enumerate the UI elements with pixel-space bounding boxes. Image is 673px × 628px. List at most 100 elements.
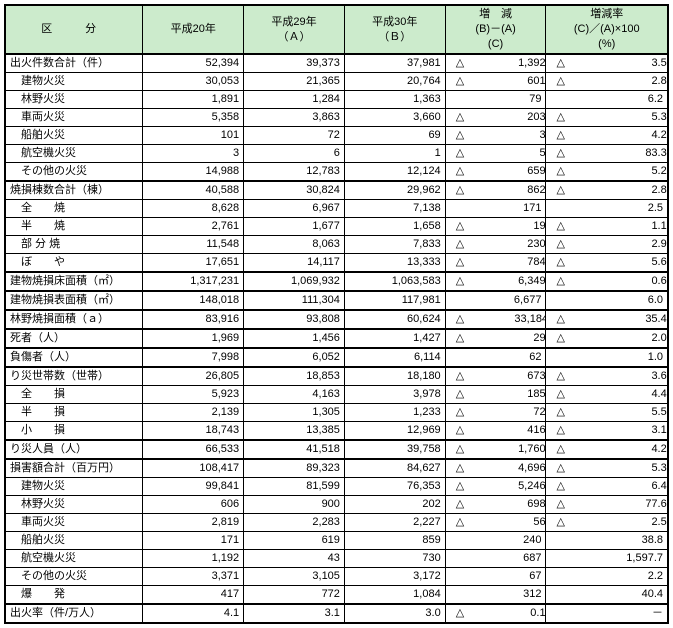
- cell-y2: 619: [244, 532, 345, 550]
- cell-y1: 2,819: [143, 514, 244, 532]
- cell-y1: 1,317,231: [143, 272, 244, 291]
- cell-y3: 12,969: [344, 422, 445, 441]
- cell-y3: 1,658: [344, 218, 445, 236]
- cell-rate: △77.6: [546, 496, 668, 514]
- table-row: 林野火災1,8911,2841,363796.2: [5, 91, 668, 109]
- cell-rate: 1,597.7: [546, 550, 668, 568]
- table-body: 出火件数合計（件）52,39439,37337,981△1,392△3.5 建物…: [5, 54, 668, 623]
- table-row: 建物火災99,84181,59976,353△5,246△6.4: [5, 478, 668, 496]
- cell-category: 半 損: [5, 404, 143, 422]
- cell-category: 部 分 焼: [5, 236, 143, 254]
- table-row: 林野焼損面積（ａ）83,91693,80860,624△33,184△35.4: [5, 310, 668, 329]
- table-row: 建物焼損床面積（㎡）1,317,2311,069,9321,063,583△6,…: [5, 272, 668, 291]
- cell-diff: △698: [445, 496, 546, 514]
- cell-y1: 8,628: [143, 200, 244, 218]
- cell-y2: 93,808: [244, 310, 345, 329]
- cell-y3: 3.0: [344, 604, 445, 623]
- cell-y2: 1,069,932: [244, 272, 345, 291]
- cell-y2: 3.1: [244, 604, 345, 623]
- cell-y1: 606: [143, 496, 244, 514]
- cell-diff: 62: [445, 348, 546, 367]
- cell-y1: 3: [143, 145, 244, 163]
- cell-y3: 1,084: [344, 586, 445, 605]
- cell-y2: 43: [244, 550, 345, 568]
- cell-y1: 7,998: [143, 348, 244, 367]
- cell-y2: 89,323: [244, 459, 345, 478]
- cell-rate: △1.1: [546, 218, 668, 236]
- table-row: 損害額合計（百万円）108,41789,32384,627△4,696△5.3: [5, 459, 668, 478]
- table-row: その他の火災14,98812,78312,124△659△5.2: [5, 163, 668, 182]
- table-row: 出火率（件/万人）4.13.13.0△0.1－: [5, 604, 668, 623]
- cell-diff: △185: [445, 386, 546, 404]
- cell-y2: 6,967: [244, 200, 345, 218]
- cell-rate: △4.2: [546, 440, 668, 459]
- header-year2: 平成29年（Ａ）: [244, 5, 345, 54]
- cell-category: 車両火災: [5, 109, 143, 127]
- cell-rate: 1.0: [546, 348, 668, 367]
- table-row: 部 分 焼11,5488,0637,833△230△2.9: [5, 236, 668, 254]
- cell-category: 船舶火災: [5, 532, 143, 550]
- table-row: 林野火災606900202△698△77.6: [5, 496, 668, 514]
- table-row: 爆 発4177721,08431240.4: [5, 586, 668, 605]
- table-row: り災世帯数（世帯）26,80518,85318,180△673△3.6: [5, 367, 668, 386]
- cell-category: 全 焼: [5, 200, 143, 218]
- cell-rate: △4.2: [546, 127, 668, 145]
- cell-y1: 17,651: [143, 254, 244, 273]
- table-row: 航空機火災361△5△83.3: [5, 145, 668, 163]
- table-row: 死者（人）1,9691,4561,427△29△2.0: [5, 329, 668, 348]
- cell-y3: 1,233: [344, 404, 445, 422]
- header-diff: 増 減(B)－(A)(C): [445, 5, 546, 54]
- cell-diff: △5: [445, 145, 546, 163]
- cell-y3: 29,962: [344, 181, 445, 200]
- cell-y3: 3,172: [344, 568, 445, 586]
- table-row: 出火件数合計（件）52,39439,37337,981△1,392△3.5: [5, 54, 668, 73]
- table-row: 小 損18,74313,38512,969△416△3.1: [5, 422, 668, 441]
- cell-y1: 5,358: [143, 109, 244, 127]
- cell-rate: △5.3: [546, 459, 668, 478]
- cell-rate: △5.2: [546, 163, 668, 182]
- cell-rate: 2.5: [546, 200, 668, 218]
- table-row: 半 損2,1391,3051,233△72△5.5: [5, 404, 668, 422]
- cell-diff: 6,677: [445, 291, 546, 310]
- cell-y1: 2,139: [143, 404, 244, 422]
- cell-y1: 4.1: [143, 604, 244, 623]
- cell-diff: △601: [445, 73, 546, 91]
- table-row: その他の火災3,3713,1053,172672.2: [5, 568, 668, 586]
- cell-y1: 1,891: [143, 91, 244, 109]
- cell-y2: 6: [244, 145, 345, 163]
- cell-diff: 687: [445, 550, 546, 568]
- cell-category: 出火率（件/万人）: [5, 604, 143, 623]
- cell-category: 航空機火災: [5, 145, 143, 163]
- cell-y3: 117,981: [344, 291, 445, 310]
- cell-y1: 148,018: [143, 291, 244, 310]
- cell-category: り災人員（人）: [5, 440, 143, 459]
- table-row: 車両火災5,3583,8633,660△203△5.3: [5, 109, 668, 127]
- cell-rate: △35.4: [546, 310, 668, 329]
- cell-y1: 99,841: [143, 478, 244, 496]
- cell-category: その他の火災: [5, 163, 143, 182]
- cell-y3: 7,138: [344, 200, 445, 218]
- cell-category: 林野火災: [5, 496, 143, 514]
- cell-category: 出火件数合計（件）: [5, 54, 143, 73]
- cell-category: 全 損: [5, 386, 143, 404]
- header-year1: 平成20年: [143, 5, 244, 54]
- table-row: 負傷者（人）7,9986,0526,114621.0: [5, 348, 668, 367]
- cell-y2: 1,305: [244, 404, 345, 422]
- cell-diff: △19: [445, 218, 546, 236]
- cell-y2: 21,365: [244, 73, 345, 91]
- cell-y3: 37,981: [344, 54, 445, 73]
- cell-diff: 79: [445, 91, 546, 109]
- cell-y1: 30,053: [143, 73, 244, 91]
- cell-diff: △862: [445, 181, 546, 200]
- cell-rate: △2.9: [546, 236, 668, 254]
- cell-y1: 101: [143, 127, 244, 145]
- cell-diff: △6,349: [445, 272, 546, 291]
- cell-y2: 13,385: [244, 422, 345, 441]
- cell-y3: 60,624: [344, 310, 445, 329]
- cell-y2: 18,853: [244, 367, 345, 386]
- cell-y1: 83,916: [143, 310, 244, 329]
- cell-y3: 6,114: [344, 348, 445, 367]
- cell-rate: △2.0: [546, 329, 668, 348]
- cell-y2: 6,052: [244, 348, 345, 367]
- cell-diff: △784: [445, 254, 546, 273]
